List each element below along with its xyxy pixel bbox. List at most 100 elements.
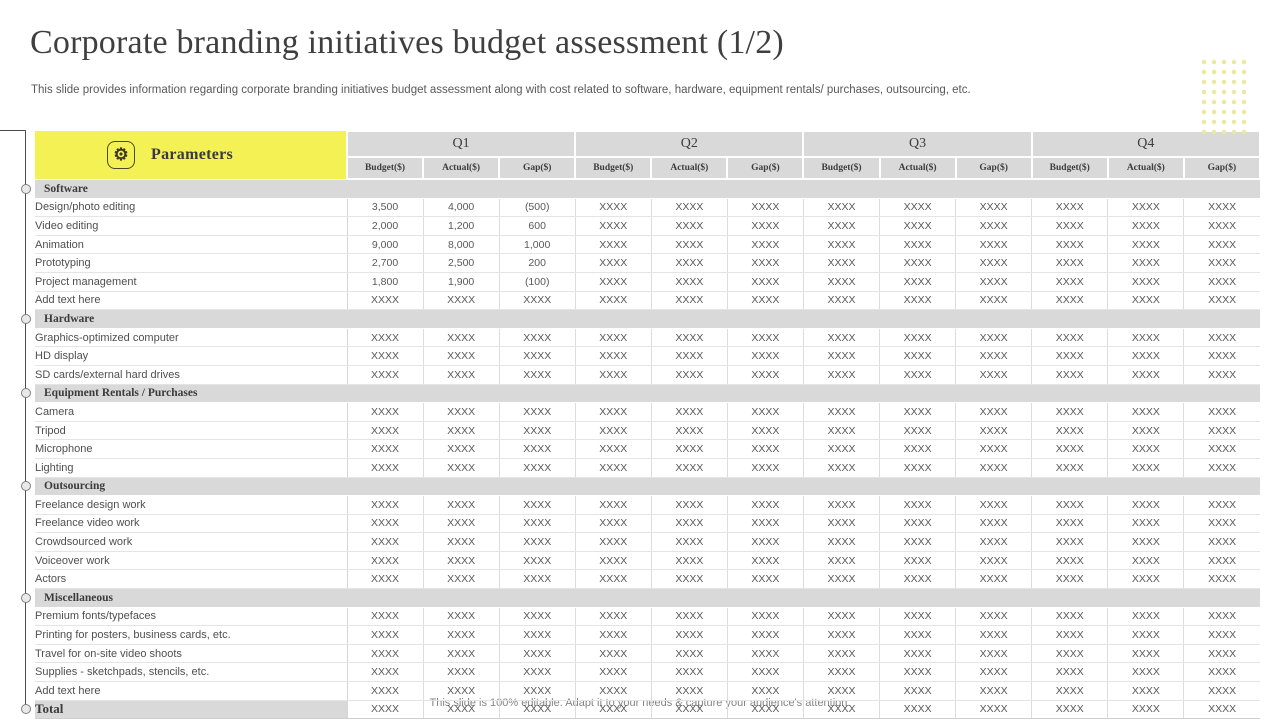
cell-value: XXXX — [1107, 291, 1184, 311]
cell-value: XXXX — [955, 681, 1032, 701]
cell-value: XXXX — [726, 439, 804, 459]
cell-value: XXXX — [879, 495, 956, 515]
section-marker-dot — [21, 592, 31, 603]
cell-value: XXXX — [1183, 346, 1260, 366]
subheader-cell: Gap($) — [954, 156, 1033, 180]
slide-subtitle: This slide provides information regardin… — [31, 84, 971, 96]
section-marker-dot — [21, 388, 31, 399]
quarter-header-q2: Q2 — [574, 130, 805, 158]
cell-value: XXXX — [802, 458, 880, 478]
table-row: Animation 9,000 8,000 1,000 XXXX XXXX XXXX XXXX… — [35, 235, 1260, 255]
cell-value: XXXX — [650, 514, 728, 534]
cell-value: XXXX — [726, 699, 804, 720]
cell-value: XXXX — [650, 328, 728, 348]
row-label: Graphics-optimized computer — [35, 328, 348, 348]
cell-value: XXXX — [1183, 421, 1260, 441]
cell-value: 2,000 — [346, 216, 424, 236]
cell-value: XXXX — [346, 551, 424, 571]
cell-value: XXXX — [574, 421, 652, 441]
cell-value: XXXX — [955, 458, 1032, 478]
cell-value: XXXX — [802, 495, 880, 515]
cell-value: XXXX — [955, 495, 1032, 515]
cell-value: XXXX — [726, 681, 804, 701]
cell-value: XXXX — [650, 365, 728, 385]
cell-value: XXXX — [955, 365, 1032, 385]
cell-value: XXXX — [802, 235, 880, 255]
cell-value: XXXX — [726, 235, 804, 255]
subheader-cell: Gap($) — [1182, 156, 1262, 180]
cell-value: XXXX — [802, 644, 880, 664]
cell-value: XXXX — [955, 532, 1032, 552]
cell-value: (100) — [498, 272, 576, 292]
cell-value: XXXX — [726, 662, 804, 683]
cell-value: XXXX — [650, 625, 728, 645]
cell-value: XXXX — [1107, 569, 1184, 590]
cell-value: XXXX — [346, 291, 424, 311]
subheader-cell: Actual($) — [650, 156, 729, 180]
cell-value: XXXX — [879, 253, 956, 273]
cell-value: XXXX — [422, 439, 500, 459]
table-row: Graphics-optimized computer XXXX XXXX XXXX X… — [35, 328, 1260, 348]
cell-value: XXXX — [1031, 569, 1108, 590]
cell-value: XXXX — [650, 421, 728, 441]
cell-value: XXXX — [955, 253, 1032, 273]
row-label: Voiceover work — [35, 551, 348, 571]
cell-value: XXXX — [346, 458, 424, 478]
table-row: HD display XXXX XXXX XXXX XXXX XXXX XXXX XXXX XX… — [35, 346, 1260, 366]
cell-value: XXXX — [498, 569, 576, 590]
section-marker-dot — [21, 704, 31, 715]
cell-value: 200 — [498, 253, 576, 273]
cell-value: XXXX — [346, 607, 424, 627]
cell-value: XXXX — [879, 291, 956, 311]
cell-value: XXXX — [422, 551, 500, 571]
cell-value: 1,000 — [498, 235, 576, 255]
cell-value: XXXX — [574, 551, 652, 571]
cell-value: XXXX — [346, 402, 424, 422]
cell-value: XXXX — [955, 644, 1032, 664]
cell-value: XXXX — [726, 644, 804, 664]
row-label: Premium fonts/typefaces — [35, 607, 348, 627]
cell-value: XXXX — [1031, 235, 1108, 255]
cell-value: XXXX — [574, 569, 652, 590]
table-row: Camera XXXX XXXX XXXX XXXX XXXX XXXX XXXX XXXX XX… — [35, 402, 1260, 422]
cell-value: XXXX — [346, 514, 424, 534]
row-label: Lighting — [35, 458, 348, 478]
cell-value: XXXX — [726, 402, 804, 422]
cell-value: XXXX — [498, 662, 576, 683]
cell-value: XXXX — [422, 625, 500, 645]
page-title: Corporate branding initiatives budget as… — [30, 24, 784, 61]
cell-value: XXXX — [498, 699, 576, 720]
subheader-cell: Budget($) — [574, 156, 653, 180]
cell-value: XXXX — [955, 235, 1032, 255]
cell-value: XXXX — [422, 607, 500, 627]
cell-value: XXXX — [650, 272, 728, 292]
cell-value: 1,200 — [422, 216, 500, 236]
cell-value: XXXX — [1183, 253, 1260, 273]
cell-value: XXXX — [726, 607, 804, 627]
cell-value: XXXX — [879, 514, 956, 534]
cell-value: XXXX — [574, 681, 652, 701]
cell-value: XXXX — [726, 272, 804, 292]
cell-value: XXXX — [650, 607, 728, 627]
cell-value: XXXX — [422, 699, 500, 720]
cell-value: XXXX — [650, 551, 728, 571]
cell-value: XXXX — [726, 253, 804, 273]
cell-value: XXXX — [955, 607, 1032, 627]
cell-value: XXXX — [422, 532, 500, 552]
cell-value: XXXX — [879, 662, 956, 683]
subheader-cell: Budget($) — [1030, 156, 1109, 180]
table-row: Freelance video work XXXX XXXX XXXX XXXX XXXX… — [35, 514, 1260, 534]
cell-value: XXXX — [422, 421, 500, 441]
cell-value: XXXX — [346, 532, 424, 552]
cell-value: XXXX — [346, 681, 424, 701]
section-row: Hardware — [35, 309, 1260, 329]
cell-value: XXXX — [650, 253, 728, 273]
cell-value: XXXX — [574, 402, 652, 422]
cell-value: XXXX — [1107, 216, 1184, 236]
cell-value: XXXX — [802, 421, 880, 441]
cell-value: XXXX — [1031, 699, 1108, 720]
cell-value: XXXX — [879, 458, 956, 478]
parameters-header-cell: ⚙ Parameters — [35, 131, 348, 179]
cell-value: XXXX — [955, 699, 1032, 720]
cell-value: XXXX — [498, 365, 576, 385]
